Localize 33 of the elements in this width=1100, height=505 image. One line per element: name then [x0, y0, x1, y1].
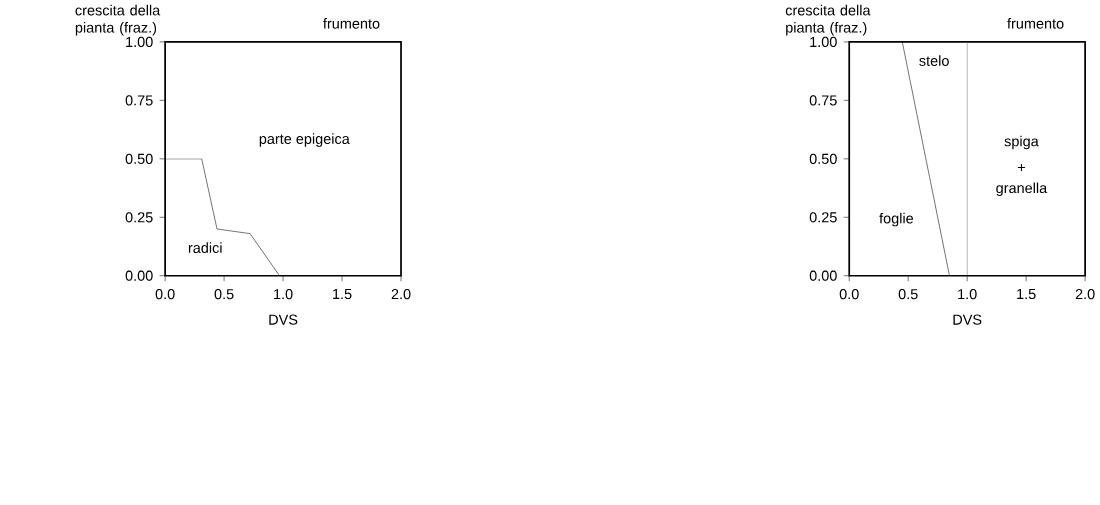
- y-tick-label: 0.50: [125, 153, 153, 164]
- x-axis-title: DVS: [269, 314, 298, 325]
- annotation: radici: [188, 242, 222, 254]
- y-tick-label: 0.25: [809, 212, 837, 223]
- y-tick-label: 1.00: [126, 36, 153, 48]
- annotation: foglie: [879, 212, 914, 227]
- y-tick-label: 1.00: [810, 36, 837, 48]
- annotation: granella: [996, 182, 1048, 197]
- x-tick-label: 2.0: [391, 289, 411, 300]
- annotation: stelo: [919, 55, 949, 66]
- annotation: +: [1017, 164, 1025, 172]
- x-tick-label: 2.0: [1075, 289, 1095, 300]
- x-tick-label: 1.5: [333, 289, 352, 300]
- annotation: spiga: [1004, 135, 1039, 150]
- x-tick-label: 1.0: [274, 289, 293, 300]
- chart-title: frumento: [323, 18, 380, 29]
- y-axis-title: crescita della pianta (fraz.): [785, 4, 871, 36]
- x-tick-label: 0.0: [155, 289, 175, 300]
- x-tick-label: 0.5: [898, 289, 918, 300]
- x-tick-label: 0.0: [839, 289, 859, 300]
- chart-title: frumento: [1007, 18, 1064, 29]
- annotation: parte epigeica: [259, 133, 350, 147]
- y-tick-label: 0.75: [809, 95, 837, 106]
- y-tick-label: 0.75: [125, 95, 153, 106]
- y-tick-label: 0.00: [125, 270, 153, 281]
- x-tick-label: 1.5: [1017, 289, 1036, 300]
- y-tick-label: 0.25: [125, 212, 153, 223]
- y-axis-title: crescita della pianta (fraz.): [75, 4, 161, 36]
- x-tick-label: 1.0: [958, 289, 977, 300]
- y-tick-label: 0.00: [809, 270, 837, 281]
- x-axis-title: DVS: [953, 314, 982, 325]
- x-tick-label: 0.5: [214, 289, 234, 300]
- y-tick-label: 0.50: [809, 153, 837, 164]
